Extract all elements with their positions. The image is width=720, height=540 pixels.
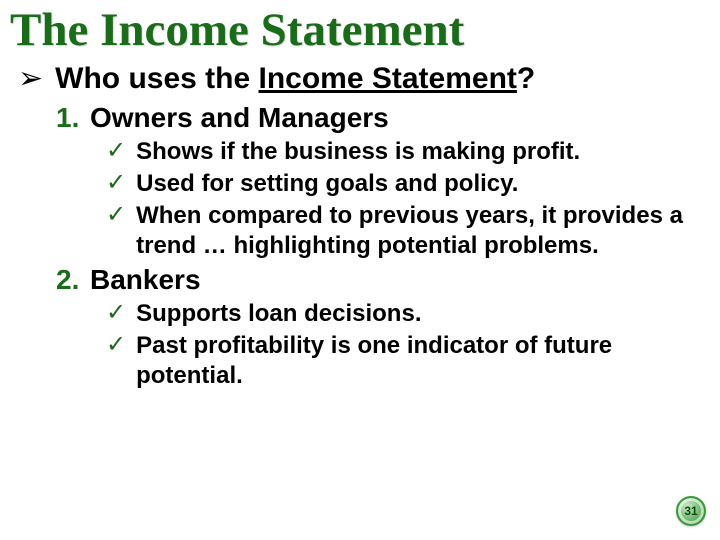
slide-title: The Income Statement [0, 0, 720, 57]
check-text: Supports loan decisions. [136, 299, 421, 329]
item-number: 1. [56, 102, 80, 134]
item-label: Owners and Managers [90, 102, 389, 134]
main-bullet-suffix: ? [517, 62, 535, 95]
check-text: Shows if the business is making profit. [136, 137, 580, 167]
main-bullet: ➢ Who uses the Income Statement? [0, 57, 720, 100]
check-item: ✓ When compared to previous years, it pr… [0, 200, 720, 262]
check-item: ✓ Past profitability is one indicator of… [0, 330, 720, 392]
main-bullet-underlined: Income Statement [259, 62, 517, 95]
arrow-icon: ➢ [18, 61, 43, 96]
item-number: 2. [56, 264, 80, 296]
numbered-item: 1. Owners and Managers [0, 100, 720, 136]
check-icon: ✓ [106, 137, 126, 166]
check-item: ✓ Shows if the business is making profit… [0, 136, 720, 168]
check-icon: ✓ [106, 169, 126, 198]
item-label: Bankers [90, 264, 201, 296]
main-bullet-text: Who uses the Income Statement? [55, 62, 535, 96]
check-item: ✓ Used for setting goals and policy. [0, 168, 720, 200]
numbered-item: 2. Bankers [0, 262, 720, 298]
check-icon: ✓ [106, 331, 126, 360]
check-text: Used for setting goals and policy. [136, 169, 518, 199]
check-icon: ✓ [106, 201, 126, 230]
main-bullet-prefix: Who uses the [55, 62, 258, 95]
check-text: Past profitability is one indicator of f… [136, 331, 690, 391]
page-number-badge: 31 [676, 496, 706, 526]
check-text: When compared to previous years, it prov… [136, 201, 690, 261]
page-number: 31 [684, 504, 697, 518]
check-icon: ✓ [106, 299, 126, 328]
check-item: ✓ Supports loan decisions. [0, 298, 720, 330]
